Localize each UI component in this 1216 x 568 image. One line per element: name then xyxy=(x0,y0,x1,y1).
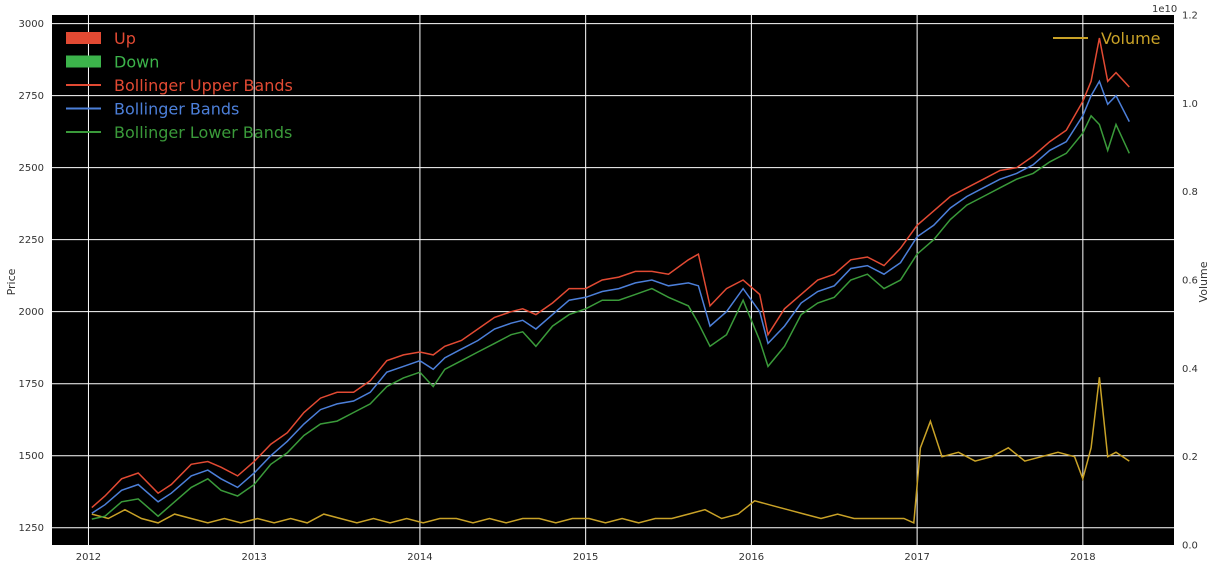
y-tick-label: 2250 xyxy=(19,235,44,246)
series-layer xyxy=(91,37,1130,525)
legend-swatch-1 xyxy=(66,55,101,68)
y2-tick-label: 0.2 xyxy=(1182,452,1198,463)
plot-area xyxy=(52,15,1174,545)
x-tick-label: 2015 xyxy=(573,552,598,563)
grid xyxy=(52,15,1174,545)
x-tick-label: 2017 xyxy=(904,552,929,563)
y2-tick-label: 0.0 xyxy=(1182,541,1198,552)
y-tick-label: 2750 xyxy=(19,91,44,102)
y2-tick-label: 0.8 xyxy=(1182,187,1198,198)
x-tick-label: 2016 xyxy=(739,552,764,563)
y2-tick-label: 1.2 xyxy=(1182,11,1198,22)
legend-label-2: Bollinger Upper Bands xyxy=(114,76,293,95)
y-axis-label: Price xyxy=(5,268,18,295)
y-tick-label: 1250 xyxy=(19,523,44,534)
bollinger-middle-line xyxy=(91,79,1130,514)
y2-tick-label: 0.6 xyxy=(1182,276,1198,287)
x-tick-label: 2013 xyxy=(241,552,266,563)
bollinger-lower-line xyxy=(91,114,1130,520)
y-tick-label: 2000 xyxy=(19,307,44,318)
volume-line xyxy=(91,377,1130,525)
x-tick-label: 2014 xyxy=(407,552,432,563)
y-tick-label: 3000 xyxy=(19,19,44,30)
legend-left: Up Down Bollinger Upper Bands Bollinger Ban… xyxy=(66,29,293,142)
y-tick-label: 1500 xyxy=(19,451,44,462)
legend-label-1: Down xyxy=(114,53,159,72)
right-axis: 0.0 0.2 0.4 0.6 0.8 1.0 1.2 xyxy=(1182,11,1198,552)
y2-axis-multiplier: 1e10 xyxy=(1152,4,1177,15)
legend-label-3: Bollinger Bands xyxy=(114,100,239,119)
legend-right: Volume xyxy=(1053,29,1161,48)
y-tick-label: 1750 xyxy=(19,379,44,390)
left-axis: 1250 1500 1750 2000 2250 2500 2750 3000 xyxy=(19,19,44,534)
y2-tick-label: 1.0 xyxy=(1182,99,1198,110)
x-tick-label: 2012 xyxy=(76,552,101,563)
y2-tick-label: 0.4 xyxy=(1182,364,1198,375)
legend-swatch-0 xyxy=(66,32,101,44)
x-axis: 2012 2013 2014 2015 2016 2017 2018 xyxy=(76,552,1096,563)
legend-label-0: Up xyxy=(114,29,136,48)
x-tick-label: 2018 xyxy=(1070,552,1095,563)
legend-right-label-0: Volume xyxy=(1101,29,1161,48)
y2-axis-label: Volume xyxy=(1197,261,1210,302)
bollinger-upper-line xyxy=(91,37,1130,509)
y-tick-label: 2500 xyxy=(19,163,44,174)
legend-label-4: Bollinger Lower Bands xyxy=(114,123,292,142)
